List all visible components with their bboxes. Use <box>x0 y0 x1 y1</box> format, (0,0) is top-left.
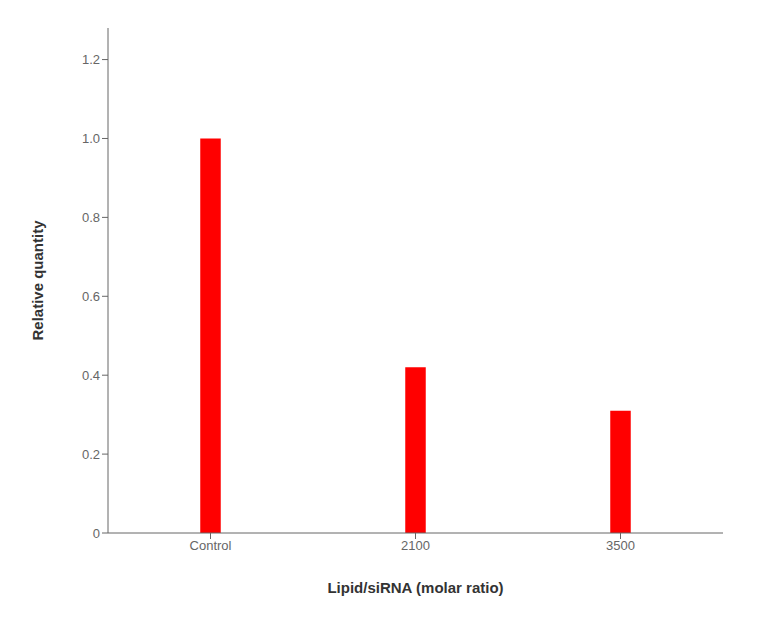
svg-text:Relative quantity: Relative quantity <box>29 220 46 341</box>
svg-text:3500: 3500 <box>606 538 635 553</box>
svg-text:0.8: 0.8 <box>82 210 100 225</box>
svg-text:1.2: 1.2 <box>82 52 100 67</box>
svg-text:0.2: 0.2 <box>82 447 100 462</box>
svg-text:0.6: 0.6 <box>82 289 100 304</box>
svg-text:Control: Control <box>190 538 232 553</box>
svg-text:2100: 2100 <box>401 538 430 553</box>
svg-text:0.4: 0.4 <box>82 368 100 383</box>
svg-text:1.0: 1.0 <box>82 131 100 146</box>
svg-text:Lipid/siRNA (molar ratio): Lipid/siRNA (molar ratio) <box>327 579 503 596</box>
svg-text:0: 0 <box>93 526 100 541</box>
